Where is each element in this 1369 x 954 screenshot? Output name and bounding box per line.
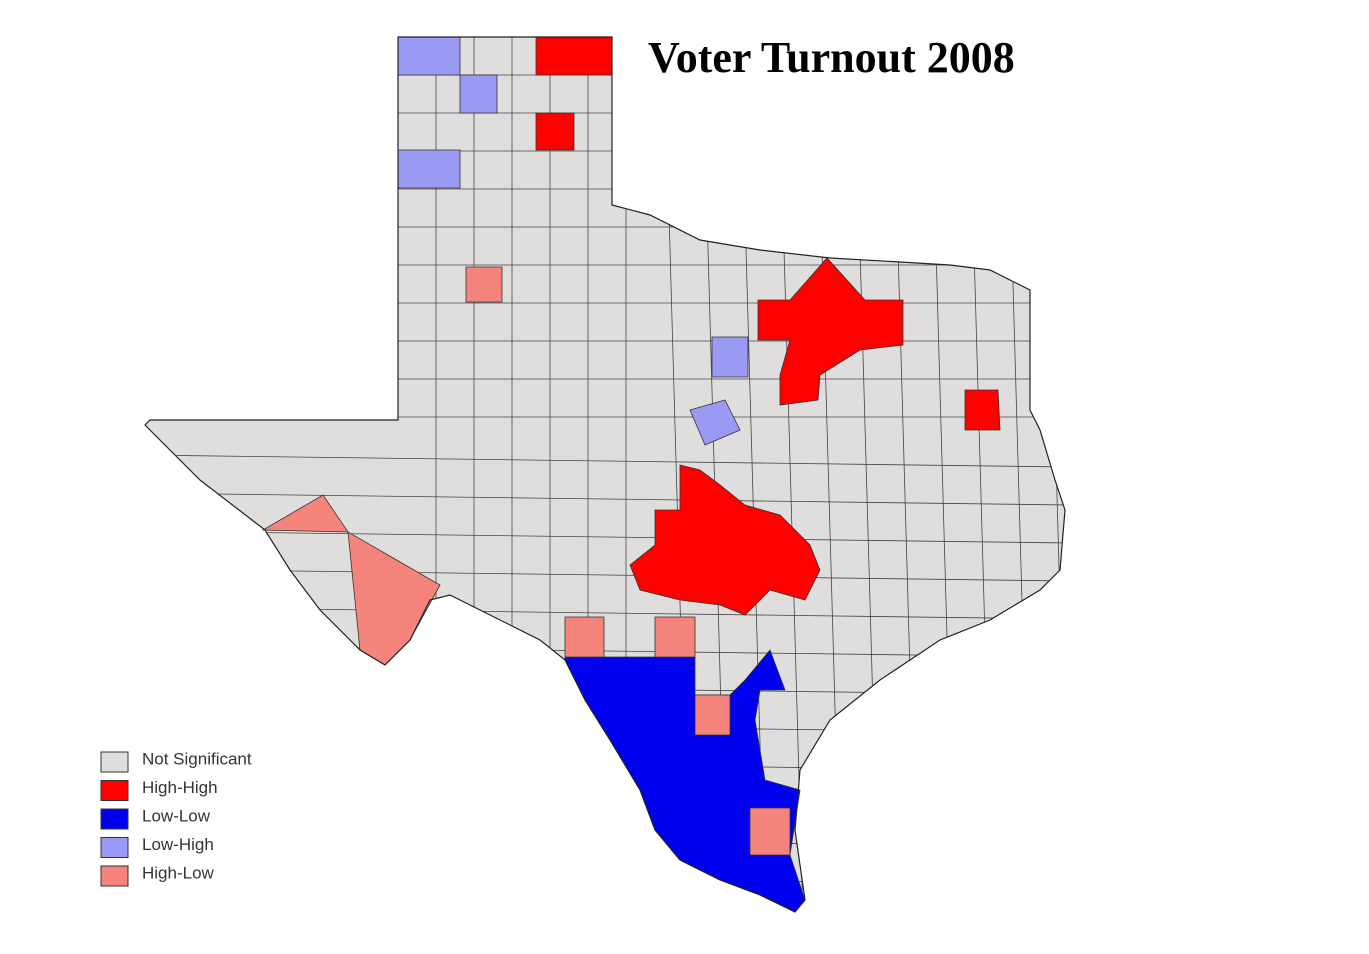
county-line [145,530,1065,544]
cluster-region [694,694,731,736]
cluster-region [711,336,749,378]
cluster-region [654,616,696,658]
state-outline [144,36,1066,913]
cluster-region [757,257,904,406]
legend-label: High-High [142,778,218,797]
legend-swatch [100,751,129,773]
legend-label: Low-High [142,835,214,854]
cluster-region [397,149,461,189]
map-title: Voter Turnout 2008 [648,33,1015,82]
legend-swatch [100,780,129,801]
legend-swatch [100,808,129,830]
county-line [145,568,1065,582]
cluster-region [535,112,575,151]
cluster-region [964,389,1001,431]
state-border [144,36,1066,913]
county-line [145,454,1065,468]
cluster-region [629,464,821,616]
county-line [145,492,1065,506]
clusters [261,36,1001,913]
cluster-region [749,807,791,856]
cluster-region [689,399,741,446]
legend-label: Low-Low [142,806,211,825]
legend-swatch [100,837,129,858]
cluster-region [465,266,503,303]
legend-label: Not Significant [142,749,252,768]
legend: Not Significant High-High Low-Low Low-High H… [100,749,252,887]
legend-swatch [100,865,129,887]
state-fill [145,37,1065,912]
cluster-region [535,36,613,76]
cluster-region [397,36,461,76]
state [145,37,1065,912]
legend-label: High-Low [142,863,215,882]
cluster-region [459,74,498,114]
cluster-region [564,616,605,658]
